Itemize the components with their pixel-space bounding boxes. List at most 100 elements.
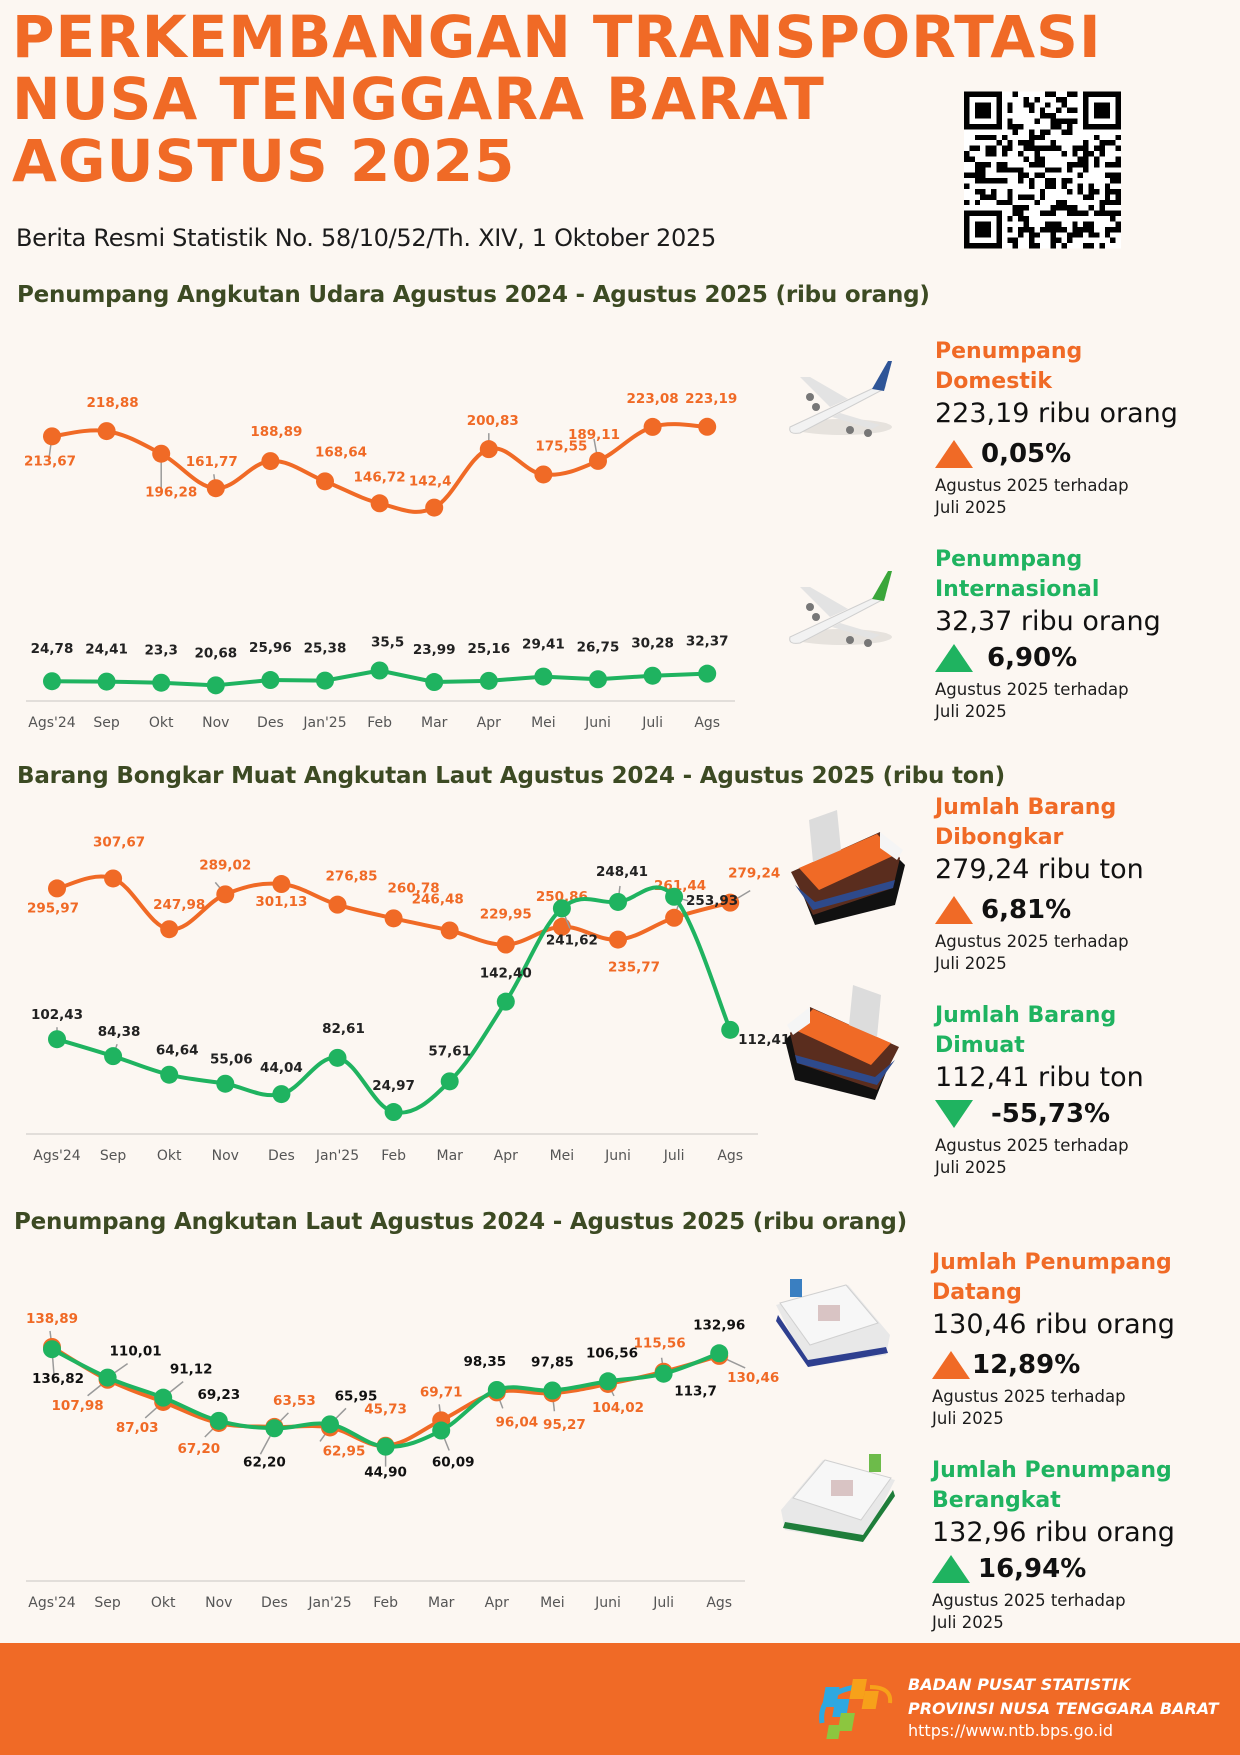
stat-value: 112,41 ribu ton	[935, 1062, 1144, 1093]
stat-name: Jumlah Penumpang Datang	[932, 1250, 1172, 1305]
loaded-point	[48, 1030, 66, 1049]
departures-point	[209, 1411, 228, 1430]
bps-logo-icon	[819, 1679, 893, 1739]
airplane-blue-icon	[789, 361, 892, 437]
x-tick-label: Des	[257, 715, 284, 731]
x-tick-label: Mar	[421, 715, 448, 731]
x-tick-label: Juli	[641, 715, 663, 731]
departures-point	[710, 1344, 729, 1363]
x-tick-label: Mar	[428, 1595, 455, 1611]
arrivals-data-label: 138,89	[26, 1311, 78, 1327]
international-point	[97, 672, 116, 691]
loaded-data-label: 84,38	[98, 1024, 141, 1040]
x-tick-label: Ags'24	[28, 715, 76, 731]
domestic-point	[589, 451, 607, 470]
x-tick-label: Apr	[494, 1148, 518, 1164]
domestic-point	[425, 498, 444, 517]
stat-note: Agustus 2025 terhadap Juli 2025	[935, 1136, 1129, 1177]
stat-value: 130,46 ribu orang	[932, 1309, 1175, 1340]
domestic-data-label: 196,28	[145, 485, 197, 501]
stat-percent: 6,81%	[981, 895, 1072, 925]
arrivals-data-label: 95,27	[543, 1417, 586, 1433]
domestic-data-label: 200,83	[467, 413, 519, 429]
stat-value: 32,37 ribu orang	[935, 606, 1161, 637]
international-point	[316, 671, 334, 690]
departures-point	[654, 1364, 673, 1383]
website-link[interactable]: https://www.ntb.bps.go.id	[908, 1721, 1113, 1740]
departures-point	[43, 1340, 61, 1359]
x-tick-label: Sep	[100, 1148, 127, 1164]
unloaded-data-label: 279,24	[728, 866, 780, 882]
stat-change: 6,90%	[935, 641, 1195, 675]
x-tick-label: Okt	[157, 1148, 182, 1164]
loaded-point	[552, 899, 571, 918]
stat-name: Penumpang Internasional	[935, 547, 1100, 602]
departures-data-label: 136,82	[32, 1371, 84, 1387]
stat-change: 6,81%	[935, 893, 1195, 927]
title-line-1: PERKEMBANGAN TRANSPORTASI	[12, 3, 1102, 71]
unloaded-data-label: 289,02	[199, 857, 251, 873]
section-title-cargo: Barang Bongkar Muat Angkutan Laut Agustu…	[17, 763, 1005, 789]
arrow-up-icon	[935, 440, 973, 468]
x-tick-label: Mei	[540, 1595, 565, 1611]
international-point	[698, 664, 717, 683]
international-data-label: 25,96	[249, 640, 292, 656]
loaded-point	[496, 992, 515, 1011]
departures-data-label: 110,01	[110, 1344, 162, 1360]
stat-percent: 0,05%	[981, 439, 1072, 469]
x-tick-label: Juli	[652, 1595, 674, 1611]
departures-data-label: 97,85	[531, 1355, 574, 1371]
x-tick-label: Mar	[436, 1148, 463, 1164]
departures-point	[376, 1437, 395, 1456]
international-point	[370, 661, 389, 680]
chart-sea-passengers: 138,89 107,98 87,03 67,20 63,53 62,95 45,73 69,…	[26, 1311, 779, 1611]
unloaded-data-label: 295,97	[27, 900, 79, 916]
international-point	[479, 671, 498, 690]
loaded-point	[160, 1065, 179, 1084]
qr-code-icon[interactable]	[964, 89, 1121, 251]
loaded-data-label: 112,41	[738, 1032, 790, 1048]
arrivals-data-label: 69,71	[420, 1384, 463, 1400]
loaded-line	[56, 885, 733, 1115]
international-point	[206, 676, 225, 695]
unloaded-data-label: 307,67	[93, 834, 145, 850]
arrow-down-icon	[935, 1100, 973, 1128]
domestic-point	[261, 452, 280, 471]
unloaded-point	[721, 893, 740, 912]
loaded-point	[384, 1103, 403, 1122]
stat-name: Jumlah Penumpang Berangkat	[932, 1458, 1172, 1513]
x-tick-label: Ags	[694, 715, 720, 731]
unloaded-point	[104, 869, 123, 888]
departures-data-label: 132,96	[693, 1317, 745, 1333]
x-tick-label: Nov	[205, 1595, 232, 1611]
stat-percent: 16,94%	[978, 1554, 1087, 1584]
domestic-point	[97, 422, 116, 441]
arrivals-data-label: 63,53	[273, 1393, 316, 1409]
loaded-data-label: 64,64	[156, 1043, 199, 1059]
stat-note: Agustus 2025 terhadap Juli 2025	[932, 1387, 1126, 1428]
unloaded-point	[552, 917, 571, 936]
international-data-label: 26,75	[577, 639, 620, 655]
passenger-ship-blue-icon	[776, 1279, 890, 1367]
international-point	[43, 672, 61, 691]
x-tick-label: Ags	[717, 1148, 743, 1164]
departures-point	[599, 1372, 617, 1391]
arrivals-data-label: 62,95	[323, 1443, 366, 1459]
loaded-data-label: 253,93	[686, 893, 738, 909]
stat-name: Penumpang Domestik	[935, 339, 1083, 394]
cargo-ship-icon	[791, 810, 905, 925]
release-subtitle: Berita Resmi Statistik No. 58/10/52/Th. …	[16, 224, 716, 252]
domestic-data-label: 161,77	[186, 454, 238, 470]
x-tick-label: Sep	[93, 715, 120, 731]
international-point	[152, 673, 171, 692]
domestic-data-label: 146,72	[354, 469, 406, 485]
chart-cargo: 295,97 307,67 247,98 289,02 301,13 276,85 260,…	[26, 834, 790, 1164]
unloaded-point	[665, 908, 684, 927]
stat-percent: -55,73%	[991, 1099, 1111, 1129]
international-data-label: 25,16	[467, 641, 510, 657]
unloaded-point	[216, 885, 235, 904]
stat-international-passengers: Penumpang Internasional 32,37 ribu orang …	[935, 545, 1195, 723]
domestic-data-label: 218,88	[87, 395, 139, 411]
arrow-up-icon	[935, 896, 973, 924]
loaded-data-label: 82,61	[322, 1021, 365, 1037]
